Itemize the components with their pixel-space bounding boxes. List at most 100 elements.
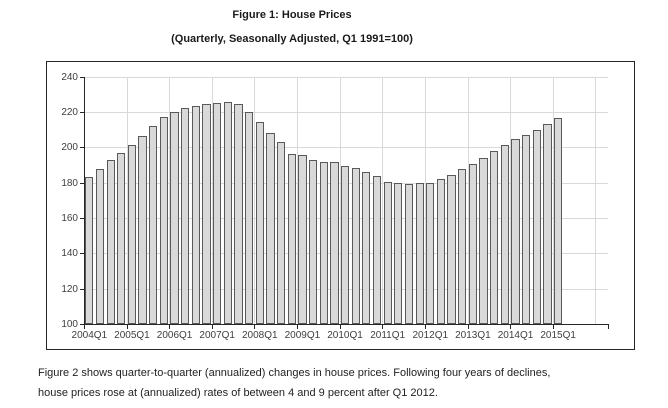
v-gridline (382, 76, 384, 324)
x-tick-label: 2006Q1 (156, 330, 193, 341)
v-gridline (339, 76, 341, 324)
bar-2004Q2 (95, 169, 105, 324)
x-tick (382, 325, 384, 329)
bar-2014Q2 (522, 134, 531, 324)
y-tick-label: 100 (61, 319, 78, 330)
h-gridline (84, 147, 608, 149)
v-gridline (595, 76, 597, 324)
bar-2007Q4 (245, 111, 254, 324)
bar-2006Q1 (170, 111, 179, 324)
y-tick-label: 240 (61, 71, 78, 83)
h-gridline (84, 111, 608, 113)
x-tick (552, 325, 554, 329)
bar-2012Q4 (458, 169, 467, 324)
bar-2014Q1 (511, 139, 520, 324)
v-gridline (424, 76, 426, 324)
bar-2011Q1 (383, 181, 392, 324)
v-gridline (297, 76, 299, 324)
bar-2006Q2 (181, 108, 190, 324)
x-tick-label: 2008Q1 (242, 330, 278, 341)
bar-2005Q3 (149, 126, 158, 324)
x-tick (339, 325, 341, 329)
x-tick (211, 325, 213, 329)
x-tick-label: 2004Q1 (71, 330, 108, 341)
h-gridline (84, 76, 608, 78)
y-tick (80, 288, 84, 290)
y-tick (80, 182, 84, 184)
v-gridline (169, 76, 171, 324)
x-tick (169, 325, 171, 329)
bar-2015Q1 (554, 118, 563, 324)
house-price-chart: 100 120 140 160 180 200 220 240 2004Q1 2005Q1 2006… (46, 61, 635, 350)
v-gridline (126, 76, 128, 324)
bar-2009Q2 (308, 160, 318, 324)
x-tick (467, 325, 469, 329)
bar-2013Q1 (468, 164, 478, 324)
bar-2005Q2 (138, 135, 147, 324)
bar-2010Q2 (351, 167, 360, 324)
x-tick-label: 2005Q1 (114, 330, 150, 341)
bar-2014Q4 (543, 124, 552, 324)
x-tick (254, 325, 256, 329)
x-tick-label: 2015Q1 (540, 330, 576, 341)
v-gridline (510, 76, 512, 324)
y-tick-label: 220 (61, 106, 78, 118)
v-gridline (552, 76, 554, 324)
bar-2012Q1 (426, 182, 435, 324)
figure-title: Figure 1: House Prices (232, 9, 352, 21)
x-tick (297, 325, 299, 329)
y-tick-label: 160 (61, 212, 78, 224)
bar-2008Q4 (287, 154, 296, 324)
x-tick (424, 325, 426, 329)
bar-2011Q4 (415, 183, 424, 324)
bar-2008Q1 (255, 122, 264, 324)
y-tick (80, 253, 84, 255)
y-tick (80, 76, 84, 78)
bar-2005Q1 (127, 144, 137, 324)
bar-2013Q4 (500, 144, 509, 324)
y-tick-label: 180 (61, 177, 78, 189)
bar-2013Q3 (490, 150, 499, 324)
y-tick (80, 147, 84, 149)
bar-2007Q1 (213, 103, 222, 324)
y-tick (80, 217, 84, 219)
bar-2012Q3 (447, 174, 456, 324)
bar-2014Q3 (532, 130, 541, 324)
figure-subtitle: (Quarterly, Seasonally Adjusted, Q1 1991… (171, 33, 413, 45)
x-tick-label: 2009Q1 (284, 330, 321, 341)
x-tick (84, 325, 85, 329)
bar-2008Q3 (276, 141, 286, 324)
x-tick-label: 2013Q1 (455, 330, 491, 341)
bar-2011Q3 (404, 184, 414, 324)
bar-2010Q3 (362, 171, 371, 324)
bar-2009Q4 (330, 162, 339, 324)
figure-caption: Figure 2 shows quarter-to-quarter (annua… (38, 367, 551, 399)
y-tick (80, 111, 84, 113)
y-tick-label: 200 (61, 142, 78, 154)
bar-2007Q2 (223, 102, 232, 324)
x-tick-label: 2010Q1 (327, 330, 363, 341)
bar-2008Q2 (266, 133, 275, 324)
bar-2004Q3 (106, 160, 115, 324)
v-gridline (254, 76, 256, 324)
bar-2012Q2 (436, 179, 446, 324)
y-tick-label: 140 (61, 248, 78, 260)
x-axis-line (84, 324, 609, 325)
bar-2009Q1 (298, 155, 307, 324)
bar-2007Q3 (234, 103, 243, 324)
bar-2010Q4 (372, 175, 382, 324)
v-gridline (211, 76, 213, 324)
x-tick-label: 2012Q1 (412, 330, 449, 341)
bar-2009Q3 (319, 162, 328, 324)
bar-2004Q1 (85, 177, 94, 324)
bar-2004Q4 (117, 152, 126, 324)
bar-2010Q1 (340, 165, 350, 324)
x-tick-label: 2011Q1 (370, 330, 406, 341)
y-tick (80, 324, 84, 325)
x-tick-label: 2007Q1 (199, 330, 235, 341)
bar-2006Q4 (202, 103, 211, 324)
y-axis-line (84, 76, 85, 324)
x-tick (126, 325, 128, 329)
v-gridline (467, 76, 469, 324)
